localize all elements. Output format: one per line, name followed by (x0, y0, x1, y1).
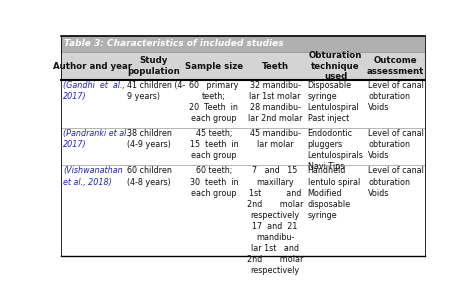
Text: Endodontic
pluggers
Lentulospirals
Navi Tips: Endodontic pluggers Lentulospirals Navi … (308, 129, 364, 171)
Text: Table 3: Characteristics of included studies: Table 3: Characteristics of included stu… (64, 39, 283, 48)
Text: (Gandhi  et  al.,
2017): (Gandhi et al., 2017) (64, 81, 125, 101)
Text: Level of canal
obturation
Voids: Level of canal obturation Voids (368, 166, 424, 198)
Text: (Pandranki et al.,
2017): (Pandranki et al., 2017) (64, 129, 132, 149)
Text: 7   and   15
maxillary
1st          and
2nd       molar
respectively
17  and  21: 7 and 15 maxillary 1st and 2nd molar res… (247, 166, 303, 275)
Text: Disposable
syringe
Lentulospiral
Past inject: Disposable syringe Lentulospiral Past in… (308, 81, 359, 123)
Text: Level of canal
obturation
Voids: Level of canal obturation Voids (368, 129, 424, 160)
Text: Sample size: Sample size (185, 62, 243, 71)
Text: 60 children
(4-8 years): 60 children (4-8 years) (127, 166, 172, 187)
Text: (Vishwanathan
et al., 2018): (Vishwanathan et al., 2018) (64, 166, 123, 187)
Text: 45 teeth;
15  teeth  in
each group: 45 teeth; 15 teeth in each group (190, 129, 238, 160)
Text: 38 children
(4-9 years): 38 children (4-9 years) (127, 129, 172, 149)
Text: 60   primary
teeth;
20  Teeth  in
each group: 60 primary teeth; 20 Teeth in each group (189, 81, 238, 123)
Text: Obturation
technique
used: Obturation technique used (309, 51, 362, 81)
Text: Author and year: Author and year (54, 62, 132, 71)
Text: Outcome
assessment: Outcome assessment (366, 56, 424, 76)
Text: 45 mandibu-
lar molar: 45 mandibu- lar molar (250, 129, 301, 149)
Text: Study
population: Study population (128, 56, 180, 76)
Text: 41 children (4-
9 years): 41 children (4- 9 years) (127, 81, 185, 101)
Text: Handheld
lentulo spiral
Modified
disposable
syringe: Handheld lentulo spiral Modified disposa… (308, 166, 360, 220)
Bar (61, 36, 425, 52)
Text: 32 mandibu-
lar 1st molar
28 mandibu-
lar 2nd molar: 32 mandibu- lar 1st molar 28 mandibu- la… (248, 81, 302, 123)
Text: Teeth: Teeth (262, 62, 289, 71)
Bar (61, 52, 425, 80)
Text: 60 teeth;
30  teeth  in
each group: 60 teeth; 30 teeth in each group (190, 166, 238, 198)
Text: Level of canal
obturation
Voids: Level of canal obturation Voids (368, 81, 424, 112)
